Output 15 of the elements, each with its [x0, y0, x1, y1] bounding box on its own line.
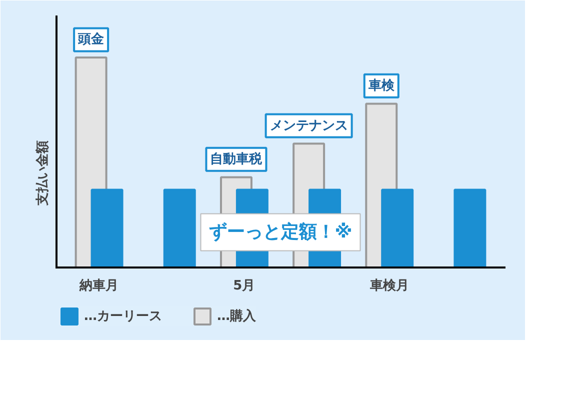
bar: [381, 188, 414, 268]
legend-label: …購入: [217, 308, 256, 325]
annotation: 自動車税: [210, 150, 264, 167]
annotation: ずーっと定額！※: [208, 222, 352, 243]
bar: [163, 188, 196, 268]
annotation: メンテナンス: [270, 118, 348, 134]
bar: [454, 188, 486, 268]
bar: [90, 188, 124, 268]
x-tick-label: 5月: [233, 278, 256, 294]
legend-label: …カーリース: [84, 308, 162, 325]
text: 頭金: [77, 32, 106, 48]
x-tick-label: 納車月: [78, 278, 119, 294]
x-tick-label: 車検月: [368, 278, 409, 294]
annotation: 車検: [367, 78, 396, 94]
y-axis-title: 支払い金額: [34, 140, 50, 206]
